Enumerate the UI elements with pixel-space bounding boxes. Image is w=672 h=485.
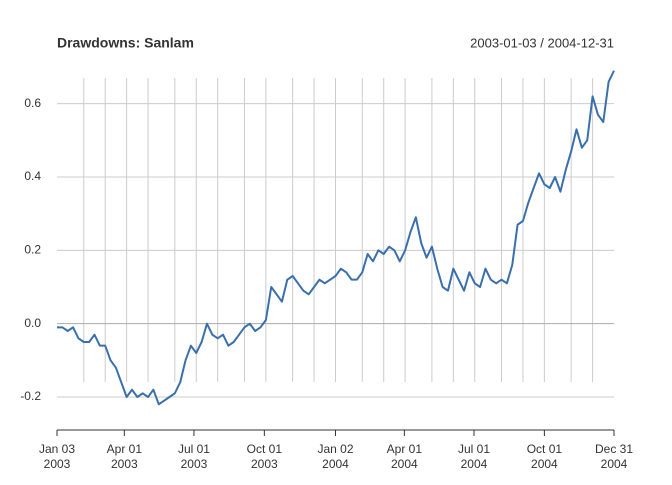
x-tick-label: 2004 [461,457,488,471]
x-tick-label: Oct 01 [527,442,563,456]
x-tick-label: 2003 [44,457,71,471]
x-tick-label: 2003 [181,457,208,471]
y-tick-label: 0.0 [24,316,41,330]
line [57,70,615,406]
y-tick-label: 0.6 [24,96,41,110]
x-tick-label: Apr 01 [107,442,143,456]
x-tick-label: 2004 [391,457,418,471]
x-tick-label: Jul 01 [178,442,210,456]
x-tick-label: Dec 31 [595,442,633,456]
date-range: 2003-01-03 / 2004-12-31 [470,35,614,50]
y-tick-label: -0.2 [20,389,41,403]
x-tick-label: 2003 [111,457,138,471]
x-tick-label: Oct 01 [247,442,283,456]
x-tick-label: 2003 [251,457,278,471]
chart-title: Drawdowns: Sanlam [57,35,194,51]
x-tick-label: Apr 01 [387,442,423,456]
x-tick-label: Jan 03 [39,442,75,456]
x-tick-label: 2004 [601,457,628,471]
x-tick-label: Jan 02 [317,442,353,456]
x-tick-label: 2004 [531,457,558,471]
x-tick-label: Jul 01 [458,442,490,456]
x-tick-label: 2004 [322,457,349,471]
y-tick-label: 0.2 [24,243,41,257]
y-tick-label: 0.4 [24,169,41,183]
